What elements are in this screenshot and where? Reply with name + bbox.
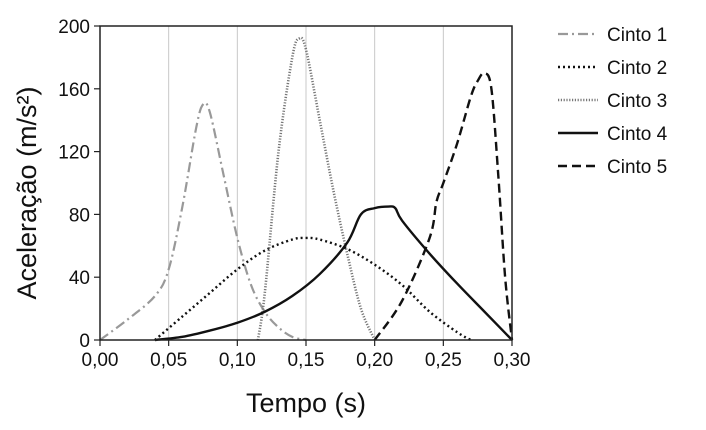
x-tick-label: 0,00 (82, 350, 119, 371)
series-line-cinto-3 (256, 36, 376, 341)
legend-label: Cinto 4 (607, 124, 668, 145)
x-tick-label: 0,30 (494, 350, 531, 371)
ticks: 0,00 0,05 0,10 0,15 0,20 0,25 0,30 0 40 80 120 160 2… (58, 17, 530, 371)
x-tick-label: 0,25 (425, 350, 462, 371)
y-tick-label: 200 (58, 17, 90, 38)
legend-label: Cinto 2 (607, 58, 667, 79)
y-tick-label: 40 (69, 268, 90, 289)
x-axis-title: Tempo (s) (246, 388, 366, 418)
series-line-cinto-5 (373, 71, 514, 341)
y-tick-label: 120 (58, 143, 90, 164)
legend-label: Cinto 5 (607, 157, 667, 178)
series-line-cinto-1 (99, 101, 307, 342)
series-layer (99, 36, 514, 342)
legend: Cinto 1 Cinto 2 Cinto 3 Cinto 4 Cinto 5 (558, 25, 668, 178)
series-line-cinto-4 (154, 205, 513, 342)
y-tick-label: 80 (69, 205, 90, 226)
series-line-cinto-2 (154, 236, 472, 342)
y-tick-label: 0 (79, 331, 90, 352)
legend-label: Cinto 3 (607, 91, 667, 112)
x-tick-label: 0,10 (219, 350, 256, 371)
x-tick-label: 0,15 (288, 350, 325, 371)
grid (168, 26, 444, 340)
x-tick-label: 0,20 (356, 350, 393, 371)
legend-label: Cinto 1 (607, 25, 667, 46)
x-tick-label: 0,05 (150, 350, 187, 371)
y-tick-label: 160 (58, 80, 90, 101)
y-axis-title: Aceleração (m/s²) (12, 86, 42, 299)
